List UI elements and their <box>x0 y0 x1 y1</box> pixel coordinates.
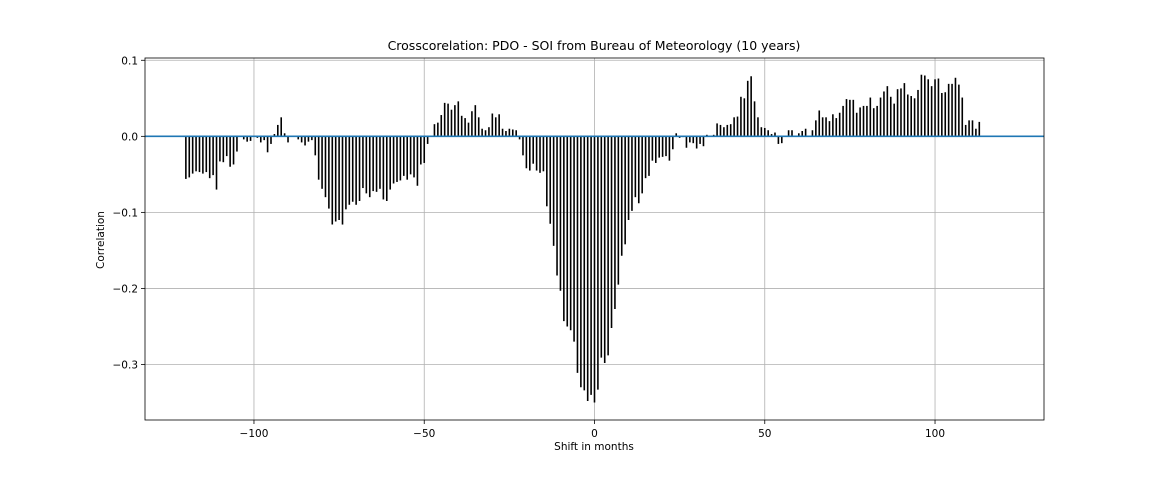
x-axis: −100 −50 0 50 100 <box>240 420 945 440</box>
y-tick-label: 0.0 <box>121 131 138 143</box>
chart-title: Crosscorelation: PDO - SOI from Bureau o… <box>388 38 801 53</box>
y-axis-label: Correlation <box>95 211 107 269</box>
bars <box>185 74 981 403</box>
y-tick-label: −0.3 <box>113 359 139 371</box>
x-tick-label: 50 <box>758 428 771 440</box>
y-tick-label: −0.2 <box>113 283 139 295</box>
y-axis: 0.1 0.0 −0.1 −0.2 −0.3 <box>113 55 145 371</box>
x-axis-label: Shift in months <box>554 441 634 453</box>
y-tick-label: −0.1 <box>113 207 139 219</box>
x-tick-label: 0 <box>591 428 598 440</box>
x-tick-label: −100 <box>240 428 269 440</box>
y-tick-label: 0.1 <box>121 55 138 67</box>
x-tick-label: 100 <box>925 428 945 440</box>
x-tick-label: −50 <box>413 428 435 440</box>
